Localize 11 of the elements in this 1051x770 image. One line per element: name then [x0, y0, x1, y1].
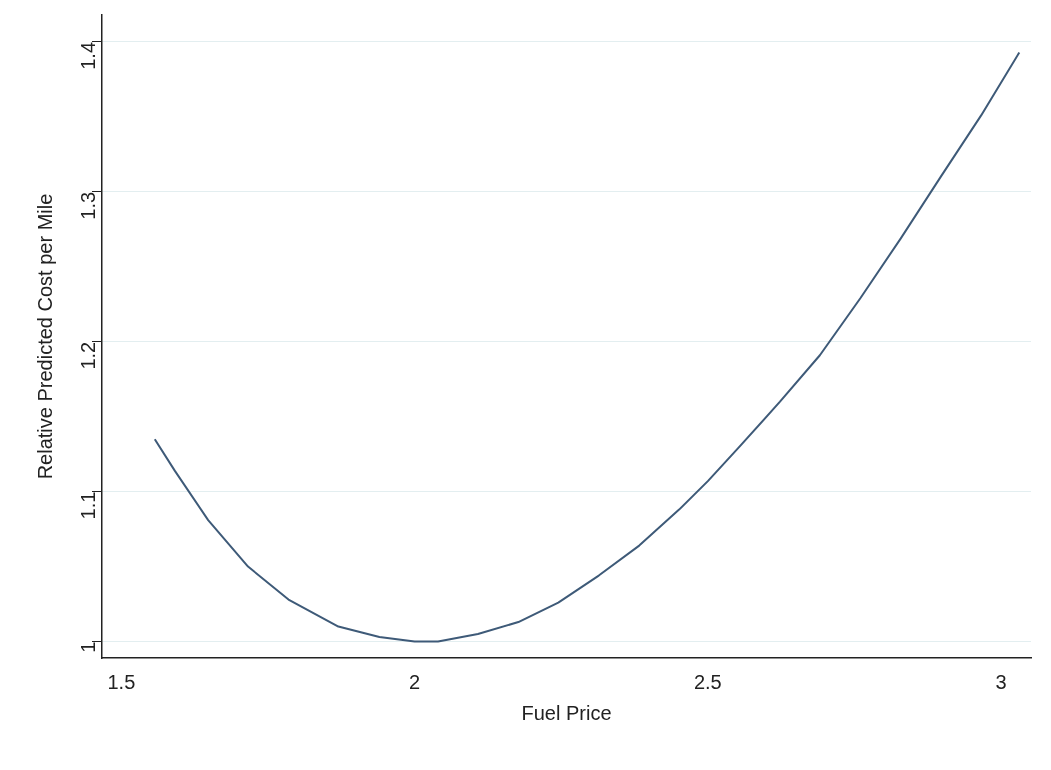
x-tick-label: 3	[995, 670, 1007, 693]
x-axis-title: Fuel Price	[521, 701, 612, 724]
y-tick-label: 1	[76, 641, 99, 653]
y-tick-label: 1.1	[76, 491, 99, 520]
x-tick-label: 1.5	[107, 670, 136, 693]
y-tick-label: 1.2	[76, 341, 99, 370]
x-tick-label: 2	[409, 670, 421, 693]
x-tick-label: 2.5	[693, 670, 722, 693]
y-axis-title: Relative Predicted Cost per Mile	[33, 193, 56, 480]
y-tick-label: 1.3	[76, 191, 99, 220]
y-tick-label: 1.4	[76, 41, 99, 70]
